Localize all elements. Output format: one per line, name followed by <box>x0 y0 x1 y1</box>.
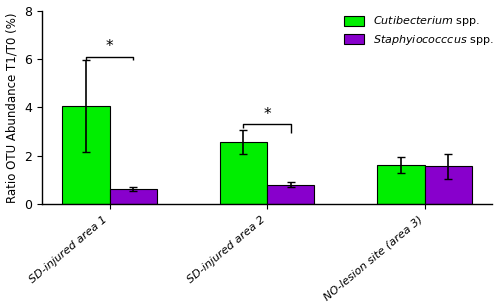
Bar <box>220 142 267 205</box>
Legend: $\it{Cutibecterium}$ spp., $\it{Staphyiococccus}$ spp.: $\it{Cutibecterium}$ spp., $\it{Staphyio… <box>342 12 496 49</box>
Bar <box>110 188 157 205</box>
Text: *: * <box>106 39 114 54</box>
Bar <box>424 166 472 205</box>
Y-axis label: Ratio OTU Abundance T1/T0 (%): Ratio OTU Abundance T1/T0 (%) <box>6 12 18 203</box>
Bar <box>267 184 314 205</box>
Bar <box>62 106 110 205</box>
Text: *: * <box>263 107 271 122</box>
Bar <box>378 165 424 205</box>
